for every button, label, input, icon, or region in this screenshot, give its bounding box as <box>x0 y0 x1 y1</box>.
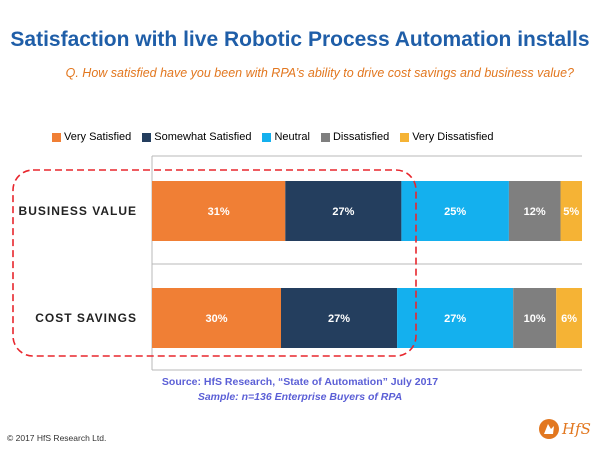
data-label: 25% <box>444 206 466 218</box>
legend-label: Neutral <box>274 131 310 143</box>
bar-segment <box>281 288 398 348</box>
bar-segment <box>152 181 286 241</box>
legend-swatch <box>142 132 152 142</box>
copyright-text: © 2017 HfS Research Ltd. <box>7 433 107 443</box>
legend-item: Very Satisfied <box>52 131 131 143</box>
data-label: 5% <box>563 206 579 218</box>
bar-segment <box>508 181 561 241</box>
bar-segment <box>556 288 582 348</box>
legend-item: Neutral <box>262 131 310 143</box>
data-label: 31% <box>208 206 230 218</box>
legend-item: Dissatisfied <box>320 131 390 143</box>
chart-source: Source: HfS Research, “State of Automati… <box>0 375 600 405</box>
data-label: 27% <box>332 206 354 218</box>
hfs-logo-text: HfS <box>562 420 591 438</box>
bar-segment <box>513 288 557 348</box>
hfs-logo: HfS <box>538 418 591 440</box>
legend-label: Dissatisfied <box>332 131 390 143</box>
hfs-logo-icon <box>539 419 559 439</box>
legend-label: Very Dissatisfied <box>412 131 494 143</box>
data-label: 27% <box>444 313 466 325</box>
legend-swatch <box>320 132 330 142</box>
data-label: 30% <box>205 313 227 325</box>
legend-swatch <box>400 132 410 142</box>
data-label: 6% <box>561 313 577 325</box>
chart-title: Satisfaction with live Robotic Process A… <box>10 28 590 51</box>
legend-swatch <box>262 132 272 142</box>
bar-segment <box>560 181 582 241</box>
legend-item: Somewhat Satisfied <box>142 131 251 143</box>
legend-label: Very Satisfied <box>64 131 132 143</box>
highlight-outline <box>12 169 417 357</box>
data-label: 27% <box>328 313 350 325</box>
data-label: 12% <box>524 206 546 218</box>
legend-label: Somewhat Satisfied <box>154 131 252 143</box>
bar-segment <box>152 288 281 348</box>
legend-item: Very Dissatisfied <box>400 131 494 143</box>
bar-segment <box>401 181 509 241</box>
chart-legend: Very Satisfied Somewhat Satisfied Neutral D… <box>52 131 505 143</box>
bar-segment <box>285 181 402 241</box>
source-text: Source: HfS Research, “State of Automati… <box>161 376 439 388</box>
data-label: 10% <box>524 313 546 325</box>
legend-swatch <box>52 132 61 142</box>
survey-question: Q. How satisfied have you been with RPA’… <box>65 66 574 80</box>
sample-text: Sample: n=136 Enterprise Buyers of RPA <box>197 391 403 403</box>
category-label: COST SAVINGS <box>35 311 137 325</box>
category-label: BUSINESS VALUE <box>19 204 137 218</box>
